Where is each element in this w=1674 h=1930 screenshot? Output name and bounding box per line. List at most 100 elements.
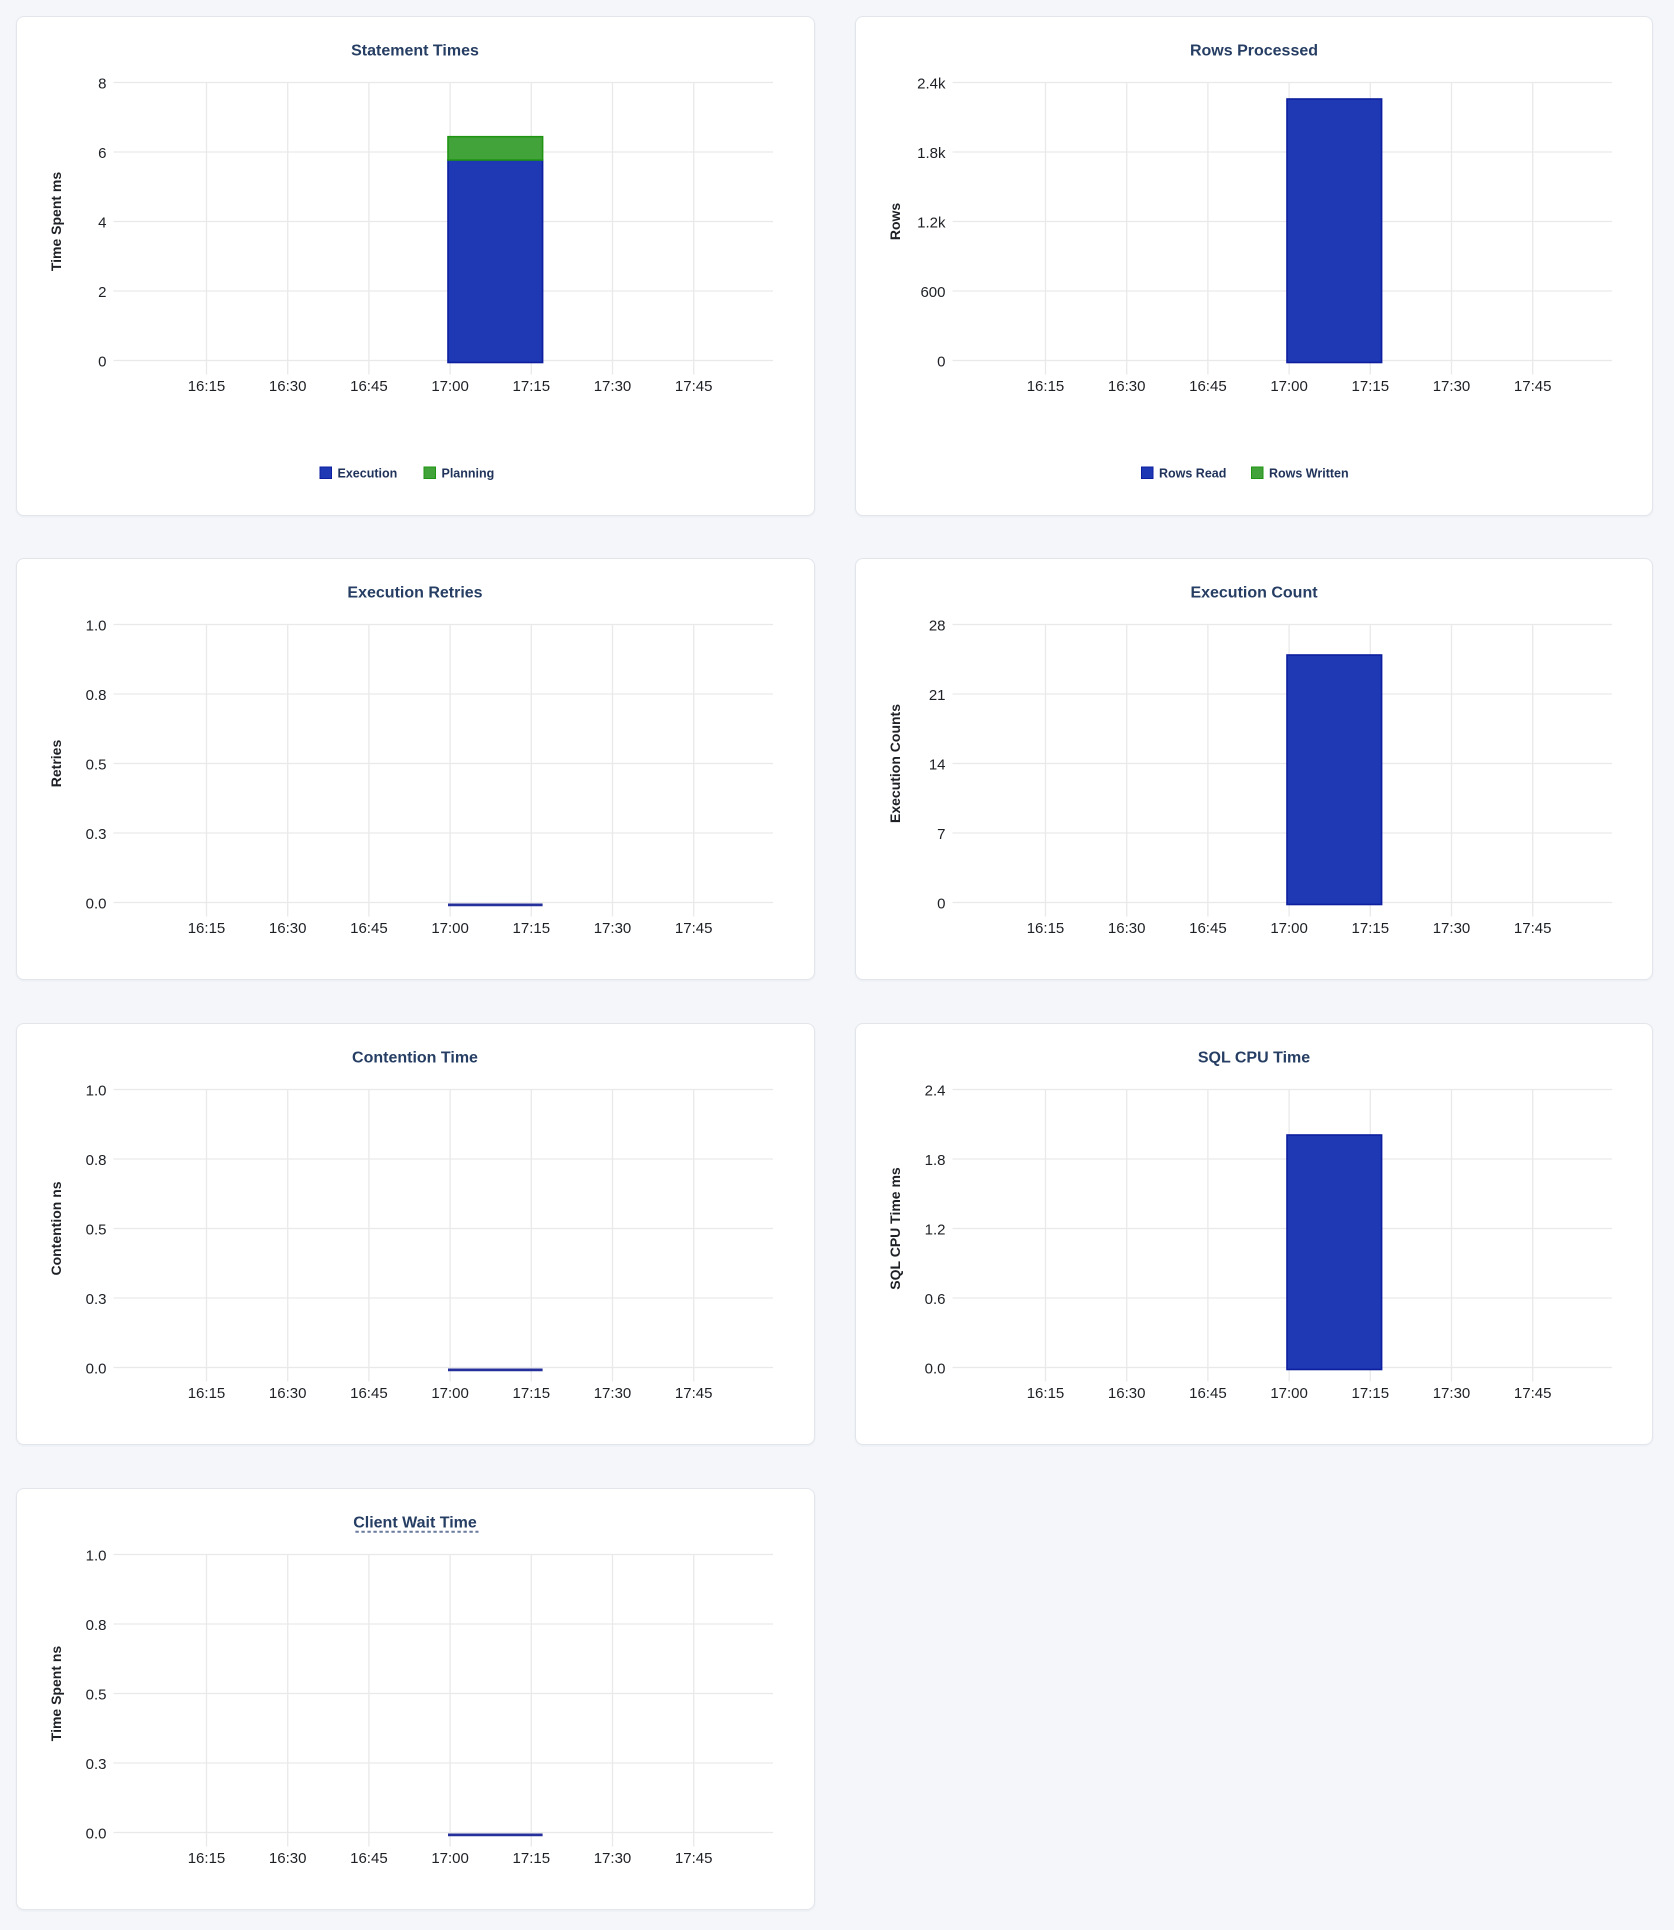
svg-text:16:45: 16:45 xyxy=(1189,920,1227,937)
svg-text:16:45: 16:45 xyxy=(350,378,388,395)
svg-text:17:30: 17:30 xyxy=(1432,378,1470,395)
svg-text:17:45: 17:45 xyxy=(1513,378,1551,395)
svg-text:17:45: 17:45 xyxy=(675,378,713,395)
svg-text:17:00: 17:00 xyxy=(431,1385,469,1402)
svg-text:0.0: 0.0 xyxy=(86,1360,107,1377)
svg-text:16:15: 16:15 xyxy=(188,920,226,937)
svg-text:16:30: 16:30 xyxy=(1107,920,1145,937)
svg-text:Time Spent ms: Time Spent ms xyxy=(48,172,64,272)
svg-text:16:15: 16:15 xyxy=(1026,378,1064,395)
svg-text:1.8k: 1.8k xyxy=(917,145,946,162)
svg-text:17:15: 17:15 xyxy=(1351,1385,1389,1402)
svg-text:16:15: 16:15 xyxy=(188,1850,226,1867)
svg-text:17:45: 17:45 xyxy=(1513,1385,1551,1402)
svg-text:6: 6 xyxy=(98,145,106,162)
svg-text:Statement Times: Statement Times xyxy=(351,43,479,60)
svg-text:8: 8 xyxy=(98,75,106,92)
svg-text:16:30: 16:30 xyxy=(269,378,307,395)
svg-text:0.0: 0.0 xyxy=(924,1360,945,1377)
svg-text:17:00: 17:00 xyxy=(431,1850,469,1867)
svg-text:Rows: Rows xyxy=(887,203,903,241)
svg-text:16:30: 16:30 xyxy=(269,1850,307,1867)
svg-text:Client Wait Time: Client Wait Time xyxy=(353,1514,477,1531)
svg-text:17:00: 17:00 xyxy=(431,378,469,395)
svg-text:0.8: 0.8 xyxy=(86,1616,107,1633)
svg-text:17:15: 17:15 xyxy=(1351,920,1389,937)
svg-text:17:45: 17:45 xyxy=(675,920,713,937)
svg-text:0.0: 0.0 xyxy=(86,1825,107,1842)
svg-text:17:15: 17:15 xyxy=(513,378,551,395)
svg-text:1.0: 1.0 xyxy=(86,617,107,634)
svg-text:16:30: 16:30 xyxy=(1107,378,1145,395)
svg-text:17:45: 17:45 xyxy=(675,1850,713,1867)
svg-text:17:00: 17:00 xyxy=(1270,378,1308,395)
svg-text:17:30: 17:30 xyxy=(594,1385,632,1402)
svg-text:16:15: 16:15 xyxy=(1026,1385,1064,1402)
svg-text:Contention Time: Contention Time xyxy=(352,1049,478,1066)
svg-text:600: 600 xyxy=(920,284,945,301)
svg-text:0.5: 0.5 xyxy=(86,1221,107,1238)
svg-text:16:45: 16:45 xyxy=(1189,378,1227,395)
svg-text:0.3: 0.3 xyxy=(86,1755,107,1772)
svg-text:0: 0 xyxy=(937,353,945,370)
svg-text:0: 0 xyxy=(937,895,945,912)
svg-text:1.2: 1.2 xyxy=(924,1221,945,1238)
svg-text:0.3: 0.3 xyxy=(86,1291,107,1308)
svg-text:2: 2 xyxy=(98,284,106,301)
svg-text:16:30: 16:30 xyxy=(269,920,307,937)
svg-text:1.0: 1.0 xyxy=(86,1547,107,1564)
svg-text:17:30: 17:30 xyxy=(594,920,632,937)
svg-text:0.5: 0.5 xyxy=(86,1686,107,1703)
svg-text:Execution Retries: Execution Retries xyxy=(347,585,482,602)
svg-text:17:45: 17:45 xyxy=(1513,920,1551,937)
svg-text:0: 0 xyxy=(98,353,106,370)
svg-text:17:00: 17:00 xyxy=(1270,920,1308,937)
svg-text:Contention ns: Contention ns xyxy=(48,1181,64,1275)
svg-text:17:15: 17:15 xyxy=(513,1385,551,1402)
svg-text:Time Spent ns: Time Spent ns xyxy=(48,1645,64,1741)
svg-text:1.0: 1.0 xyxy=(86,1082,107,1099)
svg-text:16:15: 16:15 xyxy=(188,1385,226,1402)
svg-text:14: 14 xyxy=(928,756,945,773)
svg-text:4: 4 xyxy=(98,214,106,231)
svg-text:Execution Counts: Execution Counts xyxy=(887,704,903,823)
svg-text:0.0: 0.0 xyxy=(86,895,107,912)
svg-text:SQL CPU Time: SQL CPU Time xyxy=(1197,1049,1309,1066)
svg-text:0.6: 0.6 xyxy=(924,1291,945,1308)
svg-text:17:30: 17:30 xyxy=(1432,920,1470,937)
svg-text:2.4k: 2.4k xyxy=(917,75,946,92)
svg-text:17:30: 17:30 xyxy=(594,378,632,395)
svg-text:0.3: 0.3 xyxy=(86,826,107,843)
svg-text:SQL CPU Time ms: SQL CPU Time ms xyxy=(887,1167,903,1290)
svg-text:16:30: 16:30 xyxy=(269,1385,307,1402)
svg-text:17:15: 17:15 xyxy=(1351,378,1389,395)
svg-text:Rows Processed: Rows Processed xyxy=(1189,43,1317,60)
svg-text:17:00: 17:00 xyxy=(431,920,469,937)
svg-text:17:30: 17:30 xyxy=(594,1850,632,1867)
svg-text:Rows Read: Rows Read xyxy=(1159,466,1226,480)
svg-text:Planning: Planning xyxy=(442,466,495,480)
svg-text:16:45: 16:45 xyxy=(350,1850,388,1867)
svg-text:0.5: 0.5 xyxy=(86,756,107,773)
svg-text:17:15: 17:15 xyxy=(513,1850,551,1867)
svg-text:16:15: 16:15 xyxy=(188,378,226,395)
svg-text:0.8: 0.8 xyxy=(86,687,107,704)
svg-text:2.4: 2.4 xyxy=(924,1082,945,1099)
svg-text:17:30: 17:30 xyxy=(1432,1385,1470,1402)
svg-text:1.2k: 1.2k xyxy=(917,214,946,231)
svg-text:7: 7 xyxy=(937,826,945,843)
svg-text:1.8: 1.8 xyxy=(924,1152,945,1169)
svg-text:Execution Count: Execution Count xyxy=(1190,585,1318,602)
svg-text:16:30: 16:30 xyxy=(1107,1385,1145,1402)
svg-text:16:45: 16:45 xyxy=(350,1385,388,1402)
svg-text:17:45: 17:45 xyxy=(675,1385,713,1402)
svg-text:28: 28 xyxy=(928,617,945,634)
svg-text:17:00: 17:00 xyxy=(1270,1385,1308,1402)
svg-text:Rows Written: Rows Written xyxy=(1269,466,1349,480)
svg-text:Retries: Retries xyxy=(48,740,64,788)
svg-text:0.8: 0.8 xyxy=(86,1152,107,1169)
svg-text:21: 21 xyxy=(928,687,945,704)
svg-text:Execution: Execution xyxy=(338,466,398,480)
svg-text:16:45: 16:45 xyxy=(1189,1385,1227,1402)
svg-text:17:15: 17:15 xyxy=(513,920,551,937)
